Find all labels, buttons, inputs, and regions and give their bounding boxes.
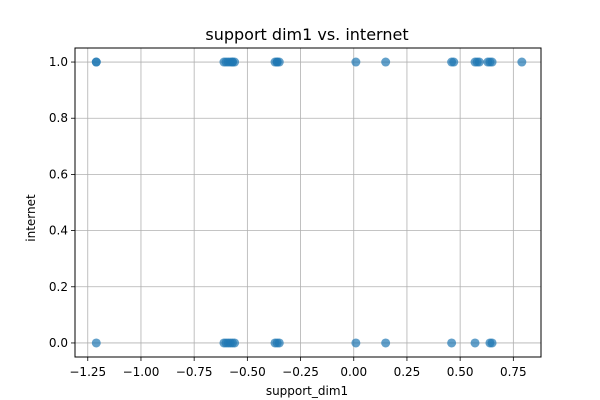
data-point bbox=[470, 338, 480, 348]
grid-lines bbox=[75, 48, 541, 357]
x-tick-label: −0.75 bbox=[176, 365, 213, 379]
x-tick-label: −0.25 bbox=[282, 365, 319, 379]
x-tick-label: 0.25 bbox=[394, 365, 421, 379]
x-tick-label: −1.00 bbox=[123, 365, 160, 379]
data-point bbox=[230, 57, 240, 67]
data-point bbox=[274, 338, 284, 348]
plot-frame bbox=[74, 47, 542, 358]
x-tick-label: 0.00 bbox=[340, 365, 367, 379]
x-tick-label: −1.25 bbox=[69, 365, 106, 379]
data-point bbox=[274, 57, 284, 67]
y-tick-label: 0.2 bbox=[49, 280, 68, 294]
x-axis-ticks: −1.25 −1.00 −0.75 −0.50 −0.25 0.00 0.25 0.50 0.7… bbox=[69, 357, 527, 379]
data-points bbox=[91, 57, 527, 348]
data-point bbox=[487, 57, 497, 67]
x-tick-label: 0.75 bbox=[500, 365, 527, 379]
data-point bbox=[517, 57, 527, 67]
data-point bbox=[474, 57, 484, 67]
data-point bbox=[381, 338, 391, 348]
data-point bbox=[487, 338, 497, 348]
chart-title: support dim1 vs. internet bbox=[205, 25, 408, 44]
y-tick-label: 0.6 bbox=[49, 167, 68, 181]
y-tick-label: 0.8 bbox=[49, 111, 68, 125]
data-point bbox=[351, 57, 361, 67]
y-tick-label: 1.0 bbox=[49, 55, 68, 69]
data-point bbox=[447, 338, 457, 348]
data-point bbox=[381, 57, 391, 67]
x-tick-label: 0.50 bbox=[447, 365, 474, 379]
data-point bbox=[91, 338, 101, 348]
y-tick-label: 0.0 bbox=[49, 336, 68, 350]
x-tick-label: −0.50 bbox=[229, 365, 266, 379]
data-point bbox=[230, 338, 240, 348]
y-axis-ticks: 0.0 0.2 0.4 0.6 0.8 1.0 bbox=[49, 55, 75, 350]
y-axis-label: internet bbox=[24, 194, 38, 242]
x-axis-label: support_dim1 bbox=[266, 384, 348, 398]
data-point bbox=[91, 57, 101, 67]
data-point bbox=[449, 57, 459, 67]
y-tick-label: 0.4 bbox=[49, 224, 68, 238]
data-point bbox=[351, 338, 361, 348]
